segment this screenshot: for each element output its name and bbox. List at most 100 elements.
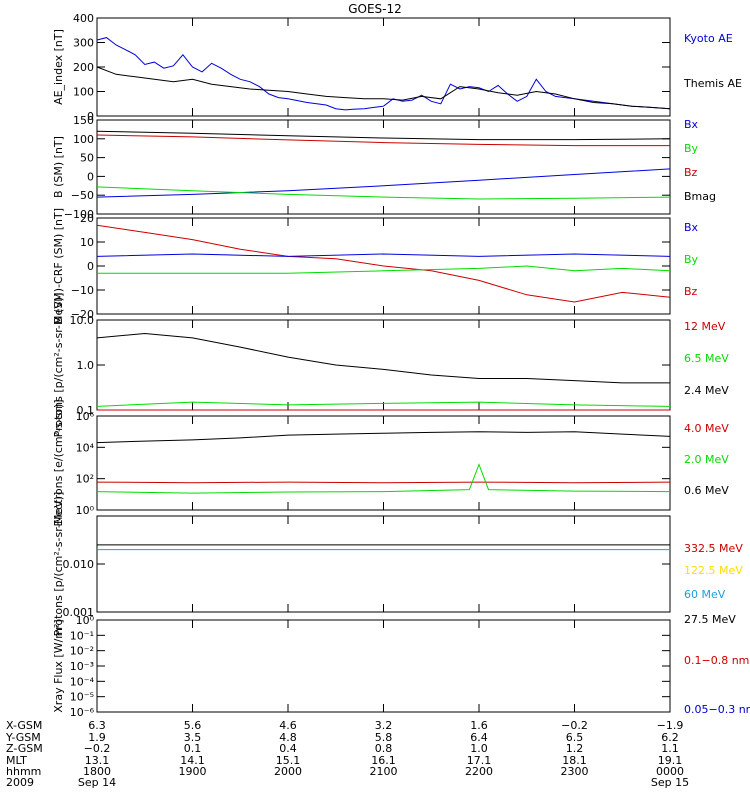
ephemeris-value: 4.6 xyxy=(279,719,297,732)
ephemeris-value: 1.6 xyxy=(470,719,488,732)
legend-label: Bmag xyxy=(684,190,716,203)
y-tick-label: 10⁻² xyxy=(70,645,94,658)
ephemeris-label: MLT xyxy=(6,754,27,767)
ephemeris-value: 1900 xyxy=(179,765,207,778)
legend-label: Bx xyxy=(684,221,699,234)
y-tick-label: −20 xyxy=(71,308,94,321)
plot-title: GOES-12 xyxy=(348,2,402,16)
y-tick-label: 200 xyxy=(73,61,94,74)
y-axis-label: Xray Flux [W/m²] xyxy=(52,619,65,712)
ephemeris-label: Y-GSM xyxy=(5,731,41,744)
legend-label: 2.0 MeV xyxy=(684,453,729,466)
ephemeris-value: −1.9 xyxy=(657,719,684,732)
legend-label: By xyxy=(684,253,699,266)
y-tick-label: 10⁻³ xyxy=(70,660,94,673)
series-line xyxy=(96,130,671,141)
y-tick-label: 10.0 xyxy=(70,314,95,327)
ephemeris-value: 1.0 xyxy=(470,742,488,755)
y-tick-label: 0.001 xyxy=(63,606,95,619)
legend-label: Bz xyxy=(684,166,698,179)
series-line xyxy=(96,224,671,303)
ephemeris-value: Sep 14 xyxy=(78,776,116,789)
y-tick-label: −10 xyxy=(71,284,94,297)
legend-label: By xyxy=(684,142,699,155)
y-tick-label: 10⁻⁵ xyxy=(70,691,94,704)
ephemeris-value: 16.1 xyxy=(371,754,396,767)
legend-label: 60 MeV xyxy=(684,588,726,601)
ephemeris-value: 19.1 xyxy=(658,754,683,767)
y-tick-label: 10⁴ xyxy=(76,441,95,454)
series-line xyxy=(96,66,671,110)
y-tick-label: 1.0 xyxy=(77,359,95,372)
ephemeris-value: 6.2 xyxy=(661,731,679,744)
ephemeris-value: 2300 xyxy=(561,765,589,778)
ephemeris-label: 2009 xyxy=(6,776,34,789)
panel-frame xyxy=(96,415,671,511)
ephemeris-value: 5.8 xyxy=(375,731,393,744)
panel-frame xyxy=(96,119,671,215)
ephemeris-value: 1.9 xyxy=(88,731,106,744)
ephemeris-value: −0.2 xyxy=(84,742,111,755)
y-tick-label: 20 xyxy=(80,212,94,225)
ephemeris-value: 6.4 xyxy=(470,731,488,744)
y-tick-label: 10 xyxy=(80,236,94,249)
legend-label: Bx xyxy=(684,118,699,131)
ephemeris-value: 15.1 xyxy=(276,754,301,767)
legend-label: 0.1−0.8 nm xyxy=(684,654,749,667)
legend-label: 27.5 MeV xyxy=(684,613,736,626)
y-tick-label: 10² xyxy=(76,473,94,486)
ephemeris-label: X-GSM xyxy=(6,719,42,732)
ephemeris-label: hhmm xyxy=(6,765,41,778)
ephemeris-value: 2000 xyxy=(274,765,302,778)
legend-label: 122.5 MeV xyxy=(684,564,743,577)
y-axis-label: B (SM) [nT] xyxy=(52,136,65,198)
y-tick-label: 0 xyxy=(87,260,94,273)
ephemeris-value: 1.2 xyxy=(566,742,584,755)
y-axis-label: Electrons [e/(cm²-s-sr)] xyxy=(52,399,65,526)
ephemeris-value: 0000 xyxy=(656,765,684,778)
legend-label: Bz xyxy=(684,285,698,298)
panel-7: 10⁻⁶ 10⁻⁵ 10⁻⁴ 10⁻³ 10⁻² 10⁻¹ 10⁰ Xray Flux [W/… xyxy=(52,614,750,719)
ephemeris-value: 0.1 xyxy=(184,742,202,755)
ephemeris-label: Z-GSM xyxy=(6,742,43,755)
y-tick-label: 0.1 xyxy=(77,404,95,417)
ephemeris-value: 3.5 xyxy=(184,731,202,744)
legend-label: 0.6 MeV xyxy=(684,484,729,497)
series-line xyxy=(96,332,670,384)
legend-label: 12 MeV xyxy=(684,320,726,333)
y-tick-label: 10⁰ xyxy=(76,614,95,627)
series-line xyxy=(96,481,671,484)
ephemeris-value: 0.4 xyxy=(279,742,297,755)
ephemeris-value: −0.2 xyxy=(561,719,588,732)
y-tick-label: 10⁻⁴ xyxy=(70,675,95,688)
ephemeris-value: 2200 xyxy=(465,765,493,778)
y-tick-label: 300 xyxy=(73,37,94,50)
series-line xyxy=(96,134,670,147)
y-tick-label: 0 xyxy=(87,110,94,123)
y-tick-label: 100 xyxy=(73,86,94,99)
ephemeris-value: 13.1 xyxy=(85,754,110,767)
series-line xyxy=(96,253,671,257)
ephemeris-value: 0.8 xyxy=(375,742,393,755)
y-tick-label: −50 xyxy=(71,189,94,202)
series-line xyxy=(96,168,671,198)
ephemeris-value: 6.3 xyxy=(88,719,106,732)
panel-2: −100 −50 0 50 100 150 B (SM) [nT] Bx By Bz Bmag xyxy=(52,114,716,221)
y-tick-label: 400 xyxy=(73,12,94,25)
panel-4: 0.1 1.0 10.0 Protons [p/(cm²-s-sr-MeV)] 12 M… xyxy=(52,293,729,438)
series-line xyxy=(96,431,671,444)
ephemeris-value: 6.5 xyxy=(566,731,584,744)
legend-label: 2.4 MeV xyxy=(684,384,729,397)
series-line xyxy=(96,186,671,200)
y-tick-label: 150 xyxy=(73,114,94,127)
panel-frame xyxy=(96,515,671,613)
legend-label: 6.5 MeV xyxy=(684,352,729,365)
ephemeris-value: 3.2 xyxy=(375,719,393,732)
legend-label: 332.5 MeV xyxy=(684,542,743,555)
ephemeris-value: Sep 15 xyxy=(651,776,689,789)
legend-label: Themis AE xyxy=(683,77,742,90)
y-axis-label: AE_index [nT] xyxy=(52,29,65,105)
y-tick-label: 50 xyxy=(80,152,94,165)
